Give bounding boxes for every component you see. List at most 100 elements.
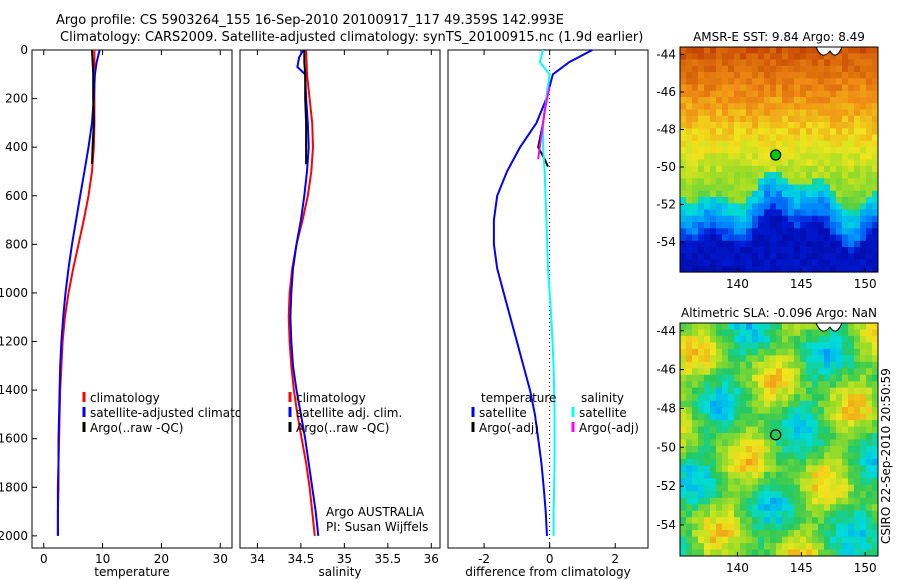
map-cell [698,228,705,236]
map-cell [836,530,843,538]
map-cell [692,178,699,186]
map-cell [698,549,705,557]
map-cell [740,530,747,538]
map-cell [686,197,693,204]
map-cell [746,190,753,198]
map-cell [752,234,759,242]
map-cell [818,234,825,242]
map-cell [860,439,867,447]
map-cell [692,329,699,337]
map-cell [854,433,861,440]
map-cell [788,549,795,557]
map-cell [860,78,867,86]
map-cell [836,491,843,499]
map-cell [818,209,825,217]
map-cell [836,90,843,98]
map-cell [812,215,819,223]
map-cell [800,209,807,217]
map-cell [818,491,825,499]
map-cell [794,446,801,453]
map-cell [764,53,771,61]
map-cell [806,348,813,356]
map-cell [872,103,879,111]
map-cell [722,458,729,466]
x-axis-label: temperature [94,565,169,579]
map-cell [782,140,789,148]
map-cell [680,134,687,142]
map-cell [836,394,843,402]
map-cell [782,530,789,538]
map-cell [680,335,687,343]
map-cell [740,329,747,337]
map-cell [722,109,729,117]
map-cell [692,165,699,173]
map-cell [794,504,801,512]
map-cell [734,115,741,123]
map-cell [746,172,753,179]
map-cell [704,65,711,73]
map-cell [722,203,729,211]
map-cell [776,65,783,73]
map-cell [806,190,813,198]
map-cell [842,209,849,217]
map-cell [776,228,783,236]
panel-annotation: Argo AUSTRALIA [326,505,425,519]
map-cell [872,458,879,466]
map-cell [776,172,783,179]
map-cell [824,165,831,173]
map-cell [866,97,873,104]
map-cell [836,240,843,248]
map-cell [800,247,807,254]
map-cell [746,394,753,402]
map-cell [776,90,783,98]
map-cell [842,53,849,61]
map-cell [728,394,735,402]
map-cell [842,234,849,242]
map-cell [794,458,801,466]
map-cell [812,465,819,473]
map-cell [848,97,855,104]
map-cell [818,128,825,136]
map-cell [722,209,729,217]
map-cell [710,420,717,428]
map-cell [740,407,747,415]
map-cell [818,72,825,79]
map-cell [752,426,759,434]
map-cell [716,335,723,343]
map-cell [806,420,813,428]
map-cell [824,65,831,73]
map-cell [806,234,813,242]
map-cell [806,147,813,154]
map-cell [710,103,717,111]
map-cell [692,530,699,538]
map-cell [794,413,801,421]
map-cell [818,465,825,473]
map-cell [866,209,873,217]
map-cell [776,253,783,261]
map-cell [680,536,687,544]
map-cell [698,165,705,173]
map-cell [686,47,693,54]
map-cell [824,368,831,376]
map-cell [830,458,837,466]
map-cell [866,84,873,92]
map-cell [866,368,873,376]
legend-entry: satellite adj. clim. [296,406,402,420]
x-tick-label: 34 [250,552,265,566]
map-cell [812,97,819,104]
map-cell [782,122,789,129]
map-cell [728,465,735,473]
map-cell [680,53,687,61]
map-cell [812,240,819,248]
map-cell [764,458,771,466]
map-cell [824,407,831,415]
map-cell [692,374,699,382]
map-cell [854,530,861,538]
map-cell [686,209,693,217]
map-cell [722,374,729,382]
map-cell [728,197,735,204]
map-cell [776,109,783,117]
map-cell [686,84,693,92]
map-cell [782,536,789,544]
map-cell [728,165,735,173]
